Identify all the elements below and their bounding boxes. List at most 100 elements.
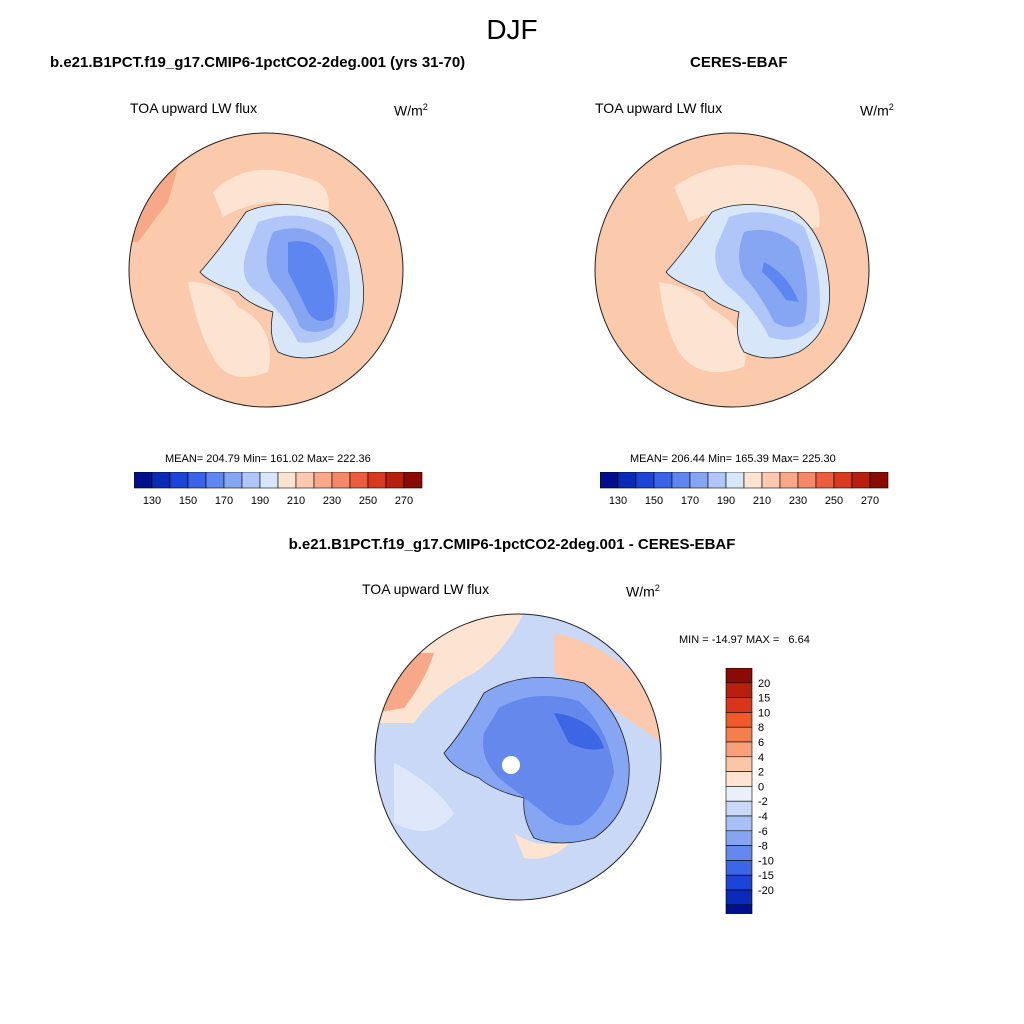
model-colorbar-tick-label: 130 bbox=[143, 495, 161, 507]
diff-colorbar-tick-label: 15 bbox=[758, 693, 770, 705]
model-ice-contour-150 bbox=[288, 241, 335, 321]
model-panel-title: b.e21.B1PCT.f19_g17.CMIP6-1pctCO2-2deg.0… bbox=[50, 54, 466, 71]
obs-stats: MEAN= 206.44 Min= 165.39 Max= 225.30 bbox=[630, 453, 836, 465]
diff-colorbar-swatch bbox=[725, 860, 753, 876]
model-colorbar-swatch bbox=[277, 472, 297, 489]
diff-map-border bbox=[374, 613, 662, 901]
diff-colorbar-tick-label: 2 bbox=[758, 767, 764, 779]
model-colorbar-tick-label: 210 bbox=[287, 495, 305, 507]
diff-colorbar-swatch bbox=[725, 756, 753, 772]
model-units-label: W/m2 bbox=[394, 102, 428, 119]
obs-colorbar-swatch bbox=[600, 472, 619, 489]
diff-ice-contour-minus8 bbox=[554, 713, 604, 750]
diff-colorbar-swatch bbox=[725, 697, 753, 713]
obs-colorbar-tick-label: 210 bbox=[753, 495, 771, 507]
obs-colorbar-swatch bbox=[797, 472, 817, 489]
diff-colorbar-swatch bbox=[725, 786, 753, 802]
diff-variable-label: TOA upward LW flux bbox=[362, 581, 490, 597]
obs-colorbar-swatch bbox=[815, 472, 835, 489]
obs-colorbar-tick-label: 190 bbox=[717, 495, 735, 507]
diff-colorbar-tick-label: 6 bbox=[758, 737, 764, 749]
diff-colorbar-tick-label: -4 bbox=[758, 811, 768, 823]
obs-colorbar-swatch bbox=[635, 472, 655, 489]
model-colorbar-swatch bbox=[223, 472, 243, 489]
obs-colorbar-tick-label: 270 bbox=[861, 495, 879, 507]
model-colorbar-swatch bbox=[403, 472, 423, 489]
obs-colorbar-swatch bbox=[851, 472, 871, 489]
model-colorbar-swatch bbox=[295, 472, 315, 489]
model-map-border bbox=[128, 132, 404, 408]
diff-colorbar-swatch bbox=[725, 682, 753, 698]
diff-colorbar-swatch bbox=[725, 874, 753, 891]
diff-colorbar-swatch bbox=[725, 668, 753, 684]
model-colorbar-tick-label: 250 bbox=[359, 495, 377, 507]
diff-colorbar-swatch bbox=[725, 830, 753, 846]
obs-colorbar-swatch bbox=[779, 472, 799, 489]
diff-colorbar-swatch bbox=[725, 800, 753, 817]
diff-colorbar-tick-label: 4 bbox=[758, 752, 764, 764]
obs-colorbar-swatch bbox=[743, 472, 763, 489]
obs-colorbar-swatch bbox=[617, 472, 637, 489]
model-stats: MEAN= 204.79 Min= 161.02 Max= 222.36 bbox=[165, 453, 371, 465]
obs-colorbar: 130 150 170 190 210 230 250 270 bbox=[600, 472, 889, 507]
diff-colorbar-tick-label: 0 bbox=[758, 781, 764, 793]
diff-pole-hole bbox=[502, 756, 520, 774]
diff-positive-patch-s bbox=[514, 833, 574, 859]
diff-positive-patch-ne bbox=[554, 633, 661, 743]
model-colorbar-swatch bbox=[169, 472, 189, 489]
obs-colorbar-tick-label: 250 bbox=[825, 495, 843, 507]
model-colorbar-tick-label: 150 bbox=[179, 495, 197, 507]
obs-colorbar-swatch bbox=[671, 472, 691, 489]
obs-colorbar-swatch bbox=[833, 472, 853, 489]
model-colorbar-swatch bbox=[331, 472, 351, 489]
diff-colorbar-tick-label: -10 bbox=[758, 855, 774, 867]
model-colorbar-tick-label: 170 bbox=[215, 495, 233, 507]
diff-colorbar-tick-label: -15 bbox=[758, 870, 774, 882]
model-colorbar-swatch bbox=[385, 472, 405, 489]
diff-colorbar-tick-label: 20 bbox=[758, 678, 770, 690]
obs-colorbar-tick-label: 170 bbox=[681, 495, 699, 507]
model-colorbar: 130 150 170 190 210 230 250 270 bbox=[134, 472, 423, 507]
model-colorbar-swatch bbox=[367, 472, 387, 489]
diff-colorbar-swatch bbox=[725, 815, 753, 832]
obs-colorbar-swatch bbox=[761, 472, 781, 489]
obs-colorbar-tick-label: 150 bbox=[645, 495, 663, 507]
diff-colorbar-swatch bbox=[725, 771, 753, 787]
model-polar-map bbox=[128, 132, 404, 408]
obs-polar-map bbox=[594, 132, 870, 408]
model-colorbar-swatch bbox=[241, 472, 261, 489]
diff-colorbar-tick-label: 10 bbox=[758, 707, 770, 719]
diff-colorbar-tick-label: -2 bbox=[758, 796, 768, 808]
model-colorbar-swatch bbox=[151, 472, 171, 489]
obs-colorbar-swatch bbox=[707, 472, 727, 489]
model-colorbar-swatch bbox=[259, 472, 279, 489]
obs-panel-title: CERES-EBAF bbox=[690, 54, 788, 71]
diff-light-patch-w bbox=[394, 763, 454, 831]
diff-colorbar-tick-label: 8 bbox=[758, 722, 764, 734]
obs-colorbar-swatch bbox=[725, 472, 745, 489]
model-colorbar-tick-label: 230 bbox=[323, 495, 341, 507]
obs-colorbar-tick-label: 130 bbox=[609, 495, 627, 507]
model-colorbar-swatch bbox=[187, 472, 207, 489]
diff-units-label: W/m2 bbox=[626, 583, 660, 600]
figure-title: DJF bbox=[486, 14, 538, 45]
diff-colorbar-swatch bbox=[725, 712, 753, 728]
obs-light-ring-south bbox=[659, 282, 746, 372]
model-colorbar-swatch bbox=[313, 472, 333, 489]
model-variable-label: TOA upward LW flux bbox=[130, 100, 258, 116]
obs-variable-label: TOA upward LW flux bbox=[595, 100, 723, 116]
diff-colorbar-tick-label: -8 bbox=[758, 841, 768, 853]
diff-colorbar-tick-label: -6 bbox=[758, 826, 768, 838]
diff-stats: MIN = -14.97 MAX = 6.64 bbox=[679, 634, 810, 646]
diff-colorbar-swatch bbox=[725, 741, 753, 758]
model-light-ring-south bbox=[188, 282, 270, 377]
diff-colorbar-swatch bbox=[725, 726, 753, 743]
diff-polar-map bbox=[374, 613, 662, 901]
diff-colorbar-swatch bbox=[725, 904, 753, 914]
model-colorbar-swatch bbox=[205, 472, 225, 489]
obs-colorbar-swatch bbox=[653, 472, 673, 489]
model-colorbar-swatch bbox=[349, 472, 369, 489]
model-colorbar-tick-label: 190 bbox=[251, 495, 269, 507]
model-colorbar-tick-label: 270 bbox=[395, 495, 413, 507]
